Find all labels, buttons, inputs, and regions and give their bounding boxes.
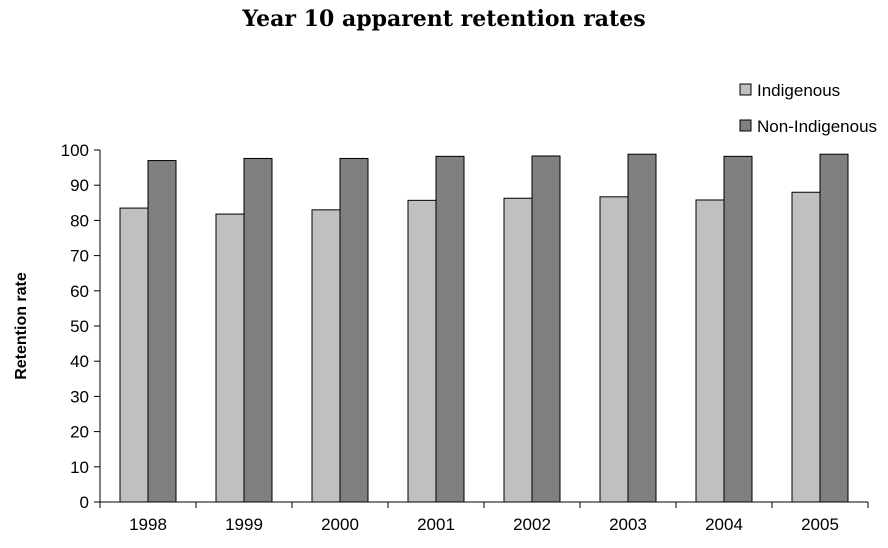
y-tick-label: 100 <box>61 141 89 160</box>
bar-indigenous-2004 <box>695 199 725 503</box>
legend-swatch-non-indigenous <box>739 119 752 132</box>
bar-indigenous-2000 <box>311 209 341 503</box>
bar-non-indigenous-2000 <box>339 157 369 503</box>
y-tick-label: 40 <box>70 352 89 371</box>
x-tick-label: 1999 <box>225 515 263 534</box>
bar-non-indigenous-1998 <box>147 160 177 503</box>
y-tick-label: 10 <box>70 458 89 477</box>
y-tick-label: 50 <box>70 317 89 336</box>
chart-title: Year 10 apparent retention rates <box>242 6 646 32</box>
bar-indigenous-2001 <box>407 199 437 503</box>
bar-non-indigenous-2004 <box>723 155 753 503</box>
y-axis: 0 10 20 30 40 50 60 70 80 90 100 <box>61 141 101 512</box>
y-tick-label: 90 <box>70 176 89 195</box>
bar-non-indigenous-2002 <box>531 155 561 503</box>
x-tick-label: 2004 <box>705 515 743 534</box>
x-tick-label: 2001 <box>417 515 455 534</box>
bar-non-indigenous-2005 <box>819 153 849 503</box>
x-tick-label: 2000 <box>321 515 359 534</box>
bar-indigenous-2003 <box>599 196 629 503</box>
bar-indigenous-2005 <box>791 191 821 503</box>
y-tick-label: 0 <box>80 493 89 512</box>
y-tick-label: 70 <box>70 247 89 266</box>
y-tick-label: 80 <box>70 211 89 230</box>
y-tick-label: 30 <box>70 387 89 406</box>
y-tick-label: 60 <box>70 282 89 301</box>
x-axis: 1998 1999 2000 2001 2002 2003 2004 2005 <box>99 501 869 534</box>
x-tick-label: 2005 <box>801 515 839 534</box>
x-tick-label: 2003 <box>609 515 647 534</box>
bar-non-indigenous-2001 <box>435 155 465 503</box>
bar-indigenous-2002 <box>503 197 533 503</box>
legend: Indigenous Non-Indigenous <box>739 81 877 136</box>
bar-indigenous-1998 <box>119 207 149 503</box>
y-axis-title: Retention rate <box>13 272 30 380</box>
x-tick-label: 1998 <box>129 515 167 534</box>
bar-indigenous-1999 <box>215 213 245 503</box>
y-tick-label: 20 <box>70 423 89 442</box>
legend-swatch-indigenous <box>739 83 752 96</box>
legend-label-indigenous: Indigenous <box>757 81 840 100</box>
x-tick-label: 2002 <box>513 515 551 534</box>
bar-non-indigenous-1999 <box>243 157 273 503</box>
bars <box>119 153 849 503</box>
bar-non-indigenous-2003 <box>627 153 657 503</box>
legend-label-non-indigenous: Non-Indigenous <box>757 117 877 136</box>
